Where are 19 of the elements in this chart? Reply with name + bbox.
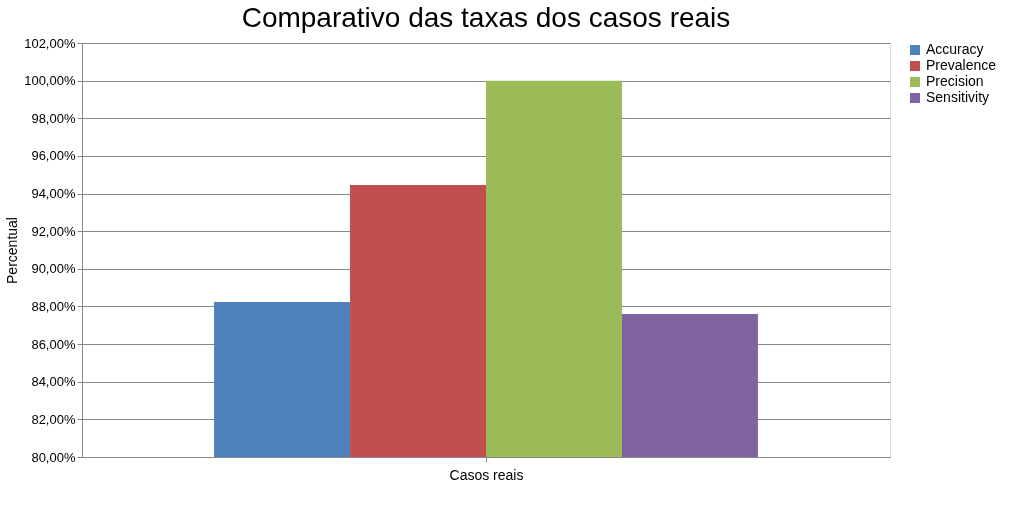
y-tick-label: 96,00% <box>31 148 76 164</box>
y-tick-label: 84,00% <box>31 374 76 390</box>
y-tick-label: 88,00% <box>31 298 76 314</box>
x-axis-title: Casos reais <box>449 466 524 483</box>
y-tick-label: 82,00% <box>31 411 76 427</box>
legend-label: Prevalence <box>926 57 997 73</box>
y-tick-label: 86,00% <box>31 336 76 352</box>
y-tick-label: 100,00% <box>24 73 76 89</box>
chart-title: Comparativo das taxas dos casos reais <box>241 2 731 33</box>
y-tick-label: 80,00% <box>31 449 76 465</box>
y-tick-label: 102,00% <box>24 35 76 51</box>
legend-label: Precision <box>926 73 984 89</box>
y-tick-label: 92,00% <box>31 223 76 239</box>
legend-label: Sensitivity <box>926 89 990 105</box>
legend-label: Accuracy <box>926 41 984 57</box>
y-tick-label: 94,00% <box>31 186 76 202</box>
y-axis-title: Percentual <box>4 217 21 284</box>
y-tick-label: 90,00% <box>31 261 76 277</box>
y-tick-label: 98,00% <box>31 110 76 126</box>
